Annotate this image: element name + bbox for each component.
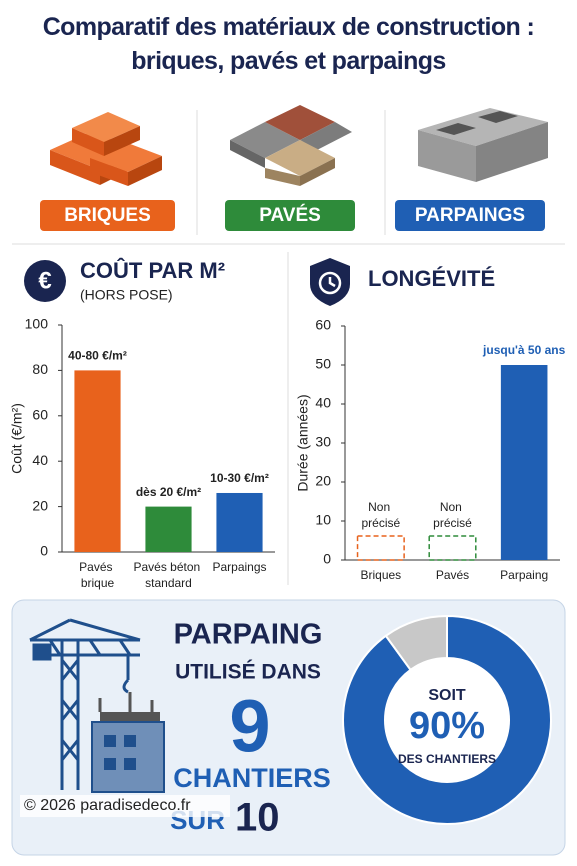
y-tick-label: 40 xyxy=(315,395,331,411)
y-tick-label: 60 xyxy=(32,407,48,423)
crane-illustration xyxy=(29,618,141,790)
x-tick-label: Pavés xyxy=(436,568,469,582)
x-tick-label: Pavés brique xyxy=(79,560,116,590)
value-label: dès 20 €/m² xyxy=(136,485,201,499)
building-illustration xyxy=(91,692,165,793)
stat-line: CHANTIERS xyxy=(173,763,331,793)
donut-suffix: DES CHANTIERS xyxy=(398,752,496,766)
y-tick-label: 20 xyxy=(315,473,331,489)
donut-value: 90% xyxy=(409,705,485,747)
x-tick-label: Pavés béton standard xyxy=(133,560,203,590)
value-label: Non précisé xyxy=(361,500,400,530)
block-illustration xyxy=(418,108,548,182)
donut-prefix: SOIT xyxy=(428,687,466,704)
pavers-illustration xyxy=(230,105,352,186)
y-tick-label: 60 xyxy=(315,317,331,333)
placeholder-bar xyxy=(428,535,477,561)
copyright-bg xyxy=(20,795,230,817)
y-tick-label: 50 xyxy=(315,356,331,372)
value-label: 40-80 €/m² xyxy=(68,349,127,363)
y-tick-label: 0 xyxy=(40,543,48,559)
material-pill xyxy=(395,200,545,231)
clock-icon xyxy=(318,271,342,295)
bar xyxy=(216,492,263,552)
material-label: BRIQUES xyxy=(64,205,151,226)
bar xyxy=(145,506,192,552)
bar xyxy=(500,365,548,560)
bar xyxy=(74,370,121,552)
value-label: 10-30 €/m² xyxy=(210,471,269,485)
stat-count: 9 xyxy=(229,685,270,768)
y-tick-label: 40 xyxy=(32,452,48,468)
euro-icon: € xyxy=(38,267,51,294)
material-pill xyxy=(225,200,355,231)
y-tick-label: 100 xyxy=(25,316,49,332)
x-tick-label: Parpaing xyxy=(500,568,548,582)
y-tick-label: 20 xyxy=(32,497,48,513)
material-label: PAVÉS xyxy=(259,204,321,226)
page-title: Comparatif des matériaux de construction… xyxy=(42,13,535,75)
x-tick-label: Briques xyxy=(360,568,401,582)
stat-total: 10 xyxy=(235,796,280,840)
value-label: jusqu'à 50 ans xyxy=(482,343,566,357)
euro-icon xyxy=(24,260,66,302)
chart-subtitle: (HORS POSE) xyxy=(80,287,173,303)
y-tick-label: 80 xyxy=(32,361,48,377)
y-tick-label: 30 xyxy=(315,434,331,450)
stat-headline: PARPAING xyxy=(174,619,323,651)
y-axis-label: Durée (années) xyxy=(295,394,311,491)
placeholder-bar xyxy=(356,535,405,561)
material-pill xyxy=(40,200,175,231)
chart-title: LONGÉVITÉ xyxy=(368,266,495,291)
bricks-illustration xyxy=(50,112,162,186)
donut-hole xyxy=(385,658,509,782)
y-axis-label: Coût (€/m²) xyxy=(9,403,25,474)
x-tick-label: Parpaings xyxy=(212,560,266,574)
chart-title: COÛT PAR M² xyxy=(80,258,225,283)
clock-icon xyxy=(328,277,336,288)
copyright: © 2026 paradisedeco.fr xyxy=(24,797,191,814)
material-label: PARPAINGS xyxy=(415,205,525,226)
y-tick-label: 10 xyxy=(315,512,331,528)
value-label: Non précisé xyxy=(433,500,472,530)
y-tick-label: 0 xyxy=(323,551,331,567)
stat-line: UTILISÉ DANS xyxy=(175,661,321,684)
